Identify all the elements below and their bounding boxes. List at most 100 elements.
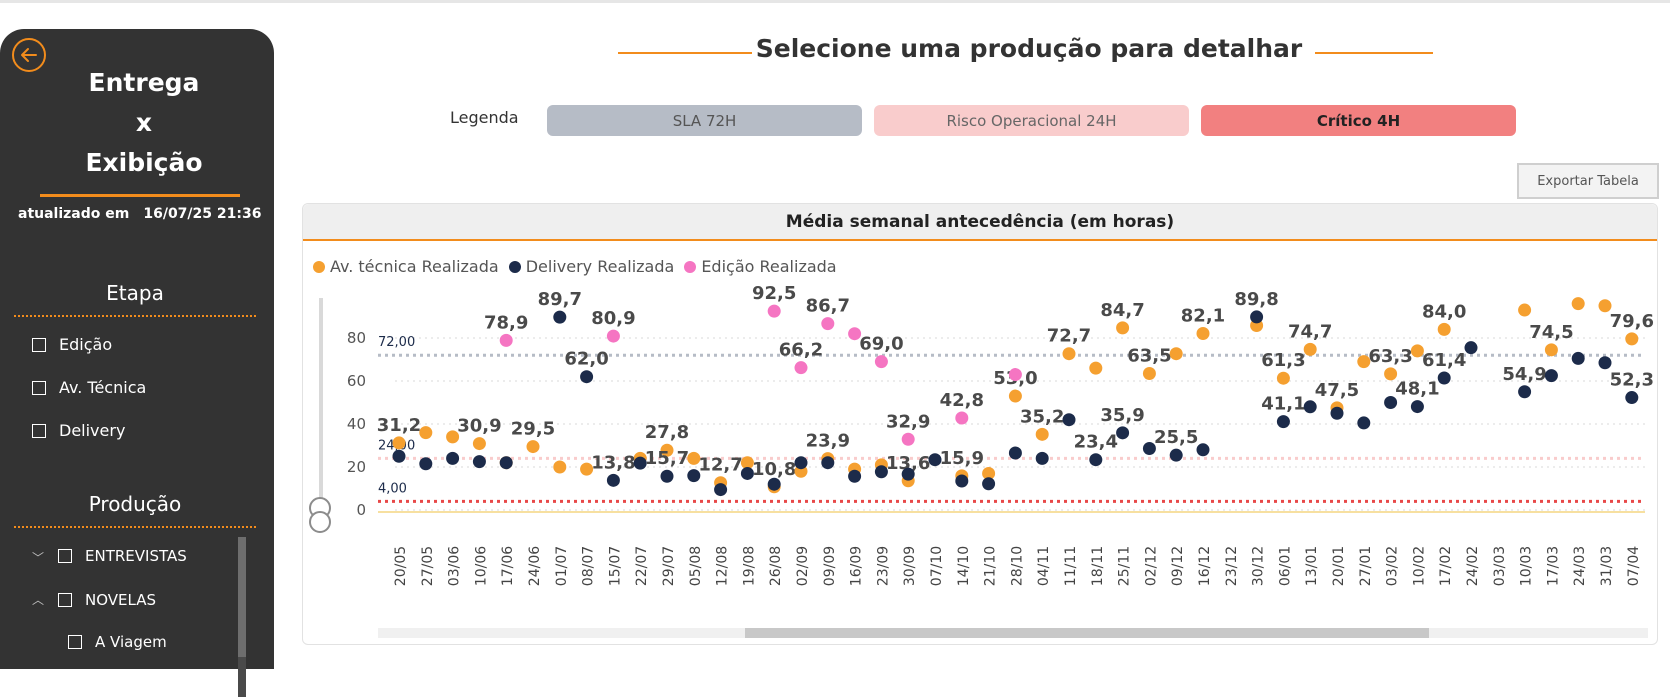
data-point: [580, 462, 594, 476]
legend-av-tecnica[interactable]: Av. técnica Realizada: [313, 257, 499, 276]
legend-edicao[interactable]: Edição Realizada: [684, 257, 837, 276]
y-tick-label: 60: [347, 372, 366, 390]
data-point: [687, 469, 701, 483]
data-point: [1008, 368, 1022, 382]
chevron-up-icon[interactable]: ︿: [32, 593, 45, 607]
data-point: [419, 457, 433, 471]
filter-av-tecnica[interactable]: Av. Técnica: [32, 378, 146, 397]
data-label: 30,9: [457, 416, 501, 437]
y-tick-label: 80: [347, 329, 366, 347]
data-point: [446, 451, 460, 465]
data-point: [1035, 427, 1049, 441]
filter-label: Edição: [59, 335, 113, 354]
filter-label: Delivery: [59, 421, 126, 440]
x-tick-label: 19/08: [741, 546, 757, 586]
x-tick-label: 21/10: [983, 546, 999, 586]
checkbox-icon[interactable]: [58, 549, 72, 563]
data-point: [526, 440, 540, 454]
x-tick-label: 06/01: [1277, 546, 1293, 586]
y-zoom-slider[interactable]: [319, 298, 323, 508]
data-label: 61,3: [1261, 350, 1305, 371]
x-tick-label: 20/01: [1331, 546, 1347, 586]
title-rule-right: [1315, 52, 1433, 54]
data-point: [606, 473, 620, 487]
data-label: 63,3: [1368, 346, 1412, 367]
data-point: [1303, 342, 1317, 356]
x-tick-label: 11/11: [1063, 546, 1079, 586]
data-point: [1544, 343, 1558, 357]
data-label: 62,0: [564, 349, 608, 370]
checkbox-icon[interactable]: [58, 593, 72, 607]
legend-series-label: Av. técnica Realizada: [330, 257, 499, 276]
data-point: [1089, 453, 1103, 467]
data-point: [1518, 385, 1532, 399]
producao-subitem[interactable]: A Viagem: [68, 633, 167, 651]
data-label: 74,7: [1288, 321, 1332, 342]
data-point: [1357, 416, 1371, 430]
title-line-2: x: [135, 108, 153, 137]
filter-edicao[interactable]: Edição: [32, 335, 112, 354]
producao-item-entrevistas[interactable]: ENTREVISTAS: [58, 547, 187, 565]
chart-scroll-thumb[interactable]: [745, 628, 1429, 638]
reference-line-label: 4,00: [378, 481, 407, 496]
x-tick-label: 03/06: [447, 546, 463, 586]
x-tick-label: 07/10: [929, 546, 945, 586]
data-label: 47,5: [1315, 380, 1359, 401]
data-point: [1035, 451, 1049, 465]
filter-delivery[interactable]: Delivery: [32, 421, 125, 440]
data-point: [1437, 371, 1451, 385]
producao-label: NOVELAS: [85, 591, 156, 609]
export-table-button[interactable]: Exportar Tabela: [1517, 163, 1659, 199]
chart-title: Média semanal antecedência (em horas): [303, 204, 1657, 241]
x-tick-label: 13/01: [1304, 546, 1320, 586]
data-point: [472, 455, 486, 469]
back-arrow-icon[interactable]: [12, 38, 46, 72]
x-tick-label: 30/12: [1251, 546, 1267, 586]
data-point: [392, 436, 406, 450]
data-label: 23,9: [806, 431, 850, 452]
data-label: 54,9: [1502, 364, 1546, 385]
checkbox-icon[interactable]: [32, 380, 46, 395]
data-point: [660, 443, 674, 457]
x-tick-label: 14/10: [956, 546, 972, 586]
checkbox-icon[interactable]: [32, 337, 46, 352]
data-point: [1544, 369, 1558, 383]
updated-label: atualizado em: [18, 206, 130, 222]
legend-dot-icon: [508, 260, 521, 273]
data-point: [472, 437, 486, 451]
legend-dot-icon: [684, 260, 697, 273]
x-tick-label: 18/11: [1090, 546, 1106, 586]
data-point: [740, 466, 754, 480]
data-point: [955, 474, 969, 488]
data-point: [499, 333, 513, 347]
x-tick-label: 17/02: [1438, 546, 1454, 586]
data-point: [1598, 299, 1612, 313]
data-label: 72,7: [1047, 326, 1091, 347]
x-tick-label: 24/06: [527, 546, 543, 586]
reference-line-label: 72,00: [378, 335, 415, 350]
data-point: [1196, 443, 1210, 457]
data-point: [1196, 326, 1210, 340]
x-tick-label: 04/11: [1036, 546, 1052, 586]
checkbox-icon[interactable]: [32, 423, 46, 438]
legend-dot-icon: [313, 260, 325, 273]
legend-series-label: Delivery Realizada: [525, 257, 675, 276]
data-point: [1571, 297, 1585, 311]
x-tick-label: 23/12: [1224, 546, 1240, 586]
chevron-down-icon[interactable]: ﹀: [32, 551, 45, 565]
data-label: 42,8: [940, 390, 984, 411]
legend-delivery[interactable]: Delivery Realizada: [508, 257, 675, 276]
checkbox-icon[interactable]: [68, 635, 82, 649]
x-tick-label: 07/04: [1626, 546, 1642, 586]
data-point: [633, 456, 647, 470]
data-label: 35,9: [1100, 405, 1144, 426]
x-tick-label: 28/10: [1009, 546, 1025, 586]
x-tick-label: 03/02: [1385, 546, 1401, 586]
y-zoom-handle-bottom[interactable]: [309, 511, 331, 533]
data-point: [606, 329, 620, 343]
x-tick-label: 24/03: [1572, 546, 1588, 586]
x-tick-label: 15/07: [607, 546, 623, 586]
producao-item-novelas[interactable]: NOVELAS: [58, 591, 156, 609]
sidebar-scroll-thumb[interactable]: [238, 537, 246, 657]
etapa-title: Etapa: [106, 281, 164, 305]
